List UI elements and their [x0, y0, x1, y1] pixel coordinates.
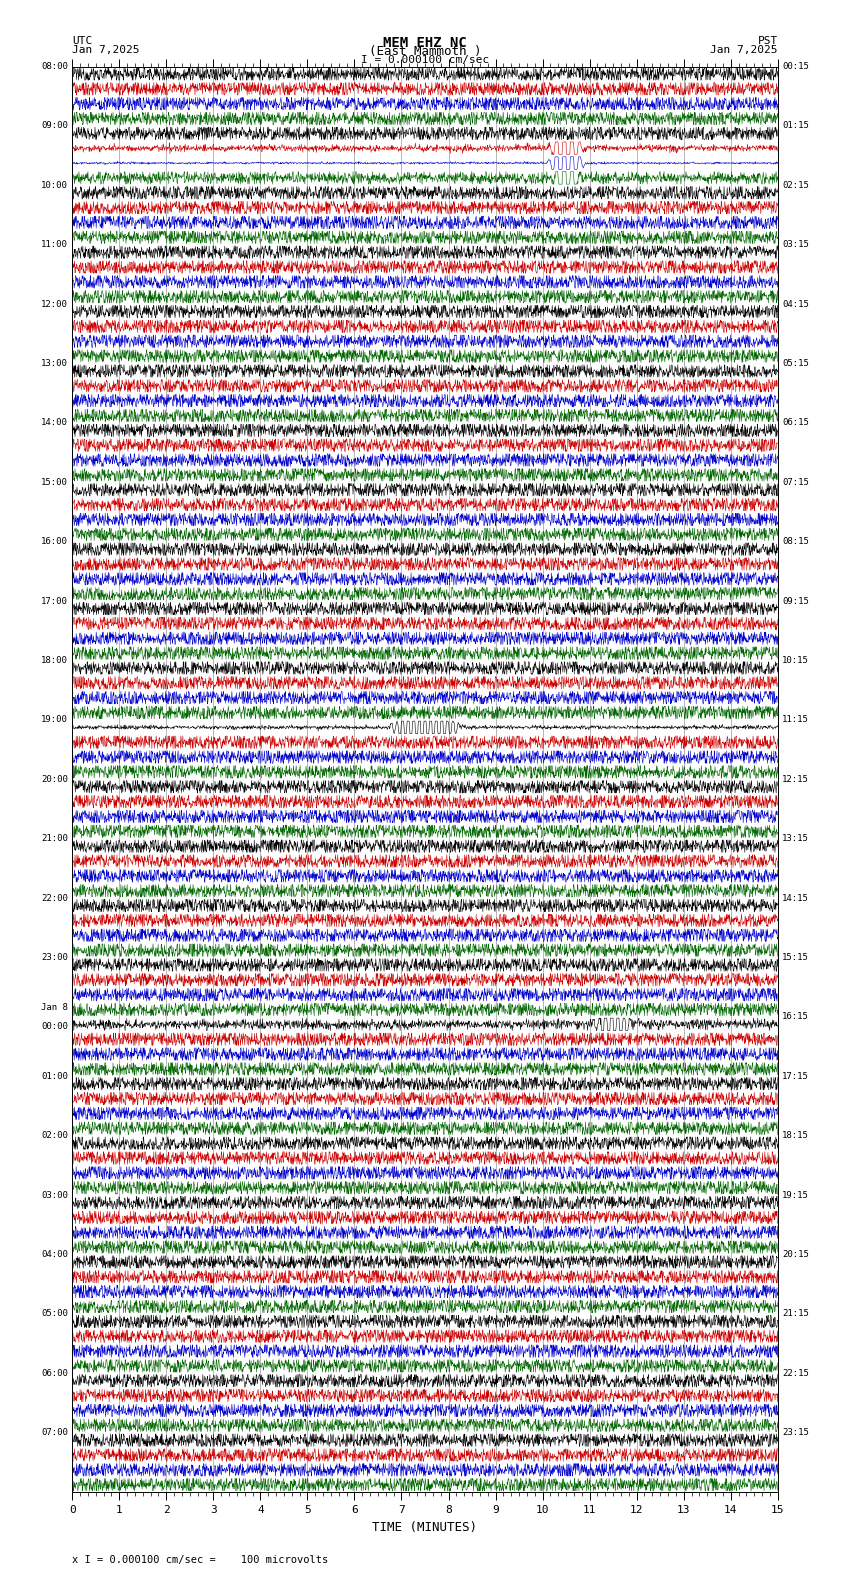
Text: 08:00: 08:00	[41, 62, 68, 71]
Text: 15:00: 15:00	[41, 478, 68, 486]
Text: 16:15: 16:15	[782, 1012, 809, 1022]
Text: 04:00: 04:00	[41, 1250, 68, 1259]
Text: 23:00: 23:00	[41, 954, 68, 961]
Text: 07:00: 07:00	[41, 1429, 68, 1437]
Text: Jan 7,2025: Jan 7,2025	[711, 44, 778, 55]
X-axis label: TIME (MINUTES): TIME (MINUTES)	[372, 1521, 478, 1533]
Text: 14:00: 14:00	[41, 418, 68, 428]
Text: PST: PST	[757, 35, 778, 46]
Text: 14:15: 14:15	[782, 893, 809, 903]
Text: 10:00: 10:00	[41, 181, 68, 190]
Text: 05:00: 05:00	[41, 1310, 68, 1318]
Text: 17:15: 17:15	[782, 1072, 809, 1080]
Text: 00:15: 00:15	[782, 62, 809, 71]
Text: Jan 8: Jan 8	[41, 1003, 68, 1012]
Text: 21:00: 21:00	[41, 835, 68, 843]
Text: 00:00: 00:00	[41, 1022, 68, 1031]
Text: 02:15: 02:15	[782, 181, 809, 190]
Text: 21:15: 21:15	[782, 1310, 809, 1318]
Text: UTC: UTC	[72, 35, 93, 46]
Text: 15:15: 15:15	[782, 954, 809, 961]
Text: 11:00: 11:00	[41, 241, 68, 249]
Text: 13:00: 13:00	[41, 360, 68, 367]
Text: 11:15: 11:15	[782, 716, 809, 724]
Text: 01:00: 01:00	[41, 1072, 68, 1080]
Text: 06:00: 06:00	[41, 1369, 68, 1378]
Text: 12:15: 12:15	[782, 775, 809, 784]
Text: 22:15: 22:15	[782, 1369, 809, 1378]
Text: 06:15: 06:15	[782, 418, 809, 428]
Text: 18:15: 18:15	[782, 1131, 809, 1140]
Text: 16:00: 16:00	[41, 537, 68, 546]
Text: 19:00: 19:00	[41, 716, 68, 724]
Text: 22:00: 22:00	[41, 893, 68, 903]
Text: 04:15: 04:15	[782, 299, 809, 309]
Text: 09:15: 09:15	[782, 597, 809, 605]
Text: 03:00: 03:00	[41, 1191, 68, 1199]
Text: 01:15: 01:15	[782, 122, 809, 130]
Text: I = 0.000100 cm/sec: I = 0.000100 cm/sec	[361, 55, 489, 65]
Text: MEM EHZ NC: MEM EHZ NC	[383, 35, 467, 49]
Text: (East Mammoth ): (East Mammoth )	[369, 44, 481, 59]
Text: 20:00: 20:00	[41, 775, 68, 784]
Text: x I = 0.000100 cm/sec =    100 microvolts: x I = 0.000100 cm/sec = 100 microvolts	[72, 1555, 328, 1565]
Text: 13:15: 13:15	[782, 835, 809, 843]
Text: Jan 7,2025: Jan 7,2025	[72, 44, 139, 55]
Text: 19:15: 19:15	[782, 1191, 809, 1199]
Text: 09:00: 09:00	[41, 122, 68, 130]
Text: 03:15: 03:15	[782, 241, 809, 249]
Text: 05:15: 05:15	[782, 360, 809, 367]
Text: 20:15: 20:15	[782, 1250, 809, 1259]
Text: 18:00: 18:00	[41, 656, 68, 665]
Text: 23:15: 23:15	[782, 1429, 809, 1437]
Text: 08:15: 08:15	[782, 537, 809, 546]
Text: 07:15: 07:15	[782, 478, 809, 486]
Text: 17:00: 17:00	[41, 597, 68, 605]
Text: 12:00: 12:00	[41, 299, 68, 309]
Text: 10:15: 10:15	[782, 656, 809, 665]
Text: 02:00: 02:00	[41, 1131, 68, 1140]
